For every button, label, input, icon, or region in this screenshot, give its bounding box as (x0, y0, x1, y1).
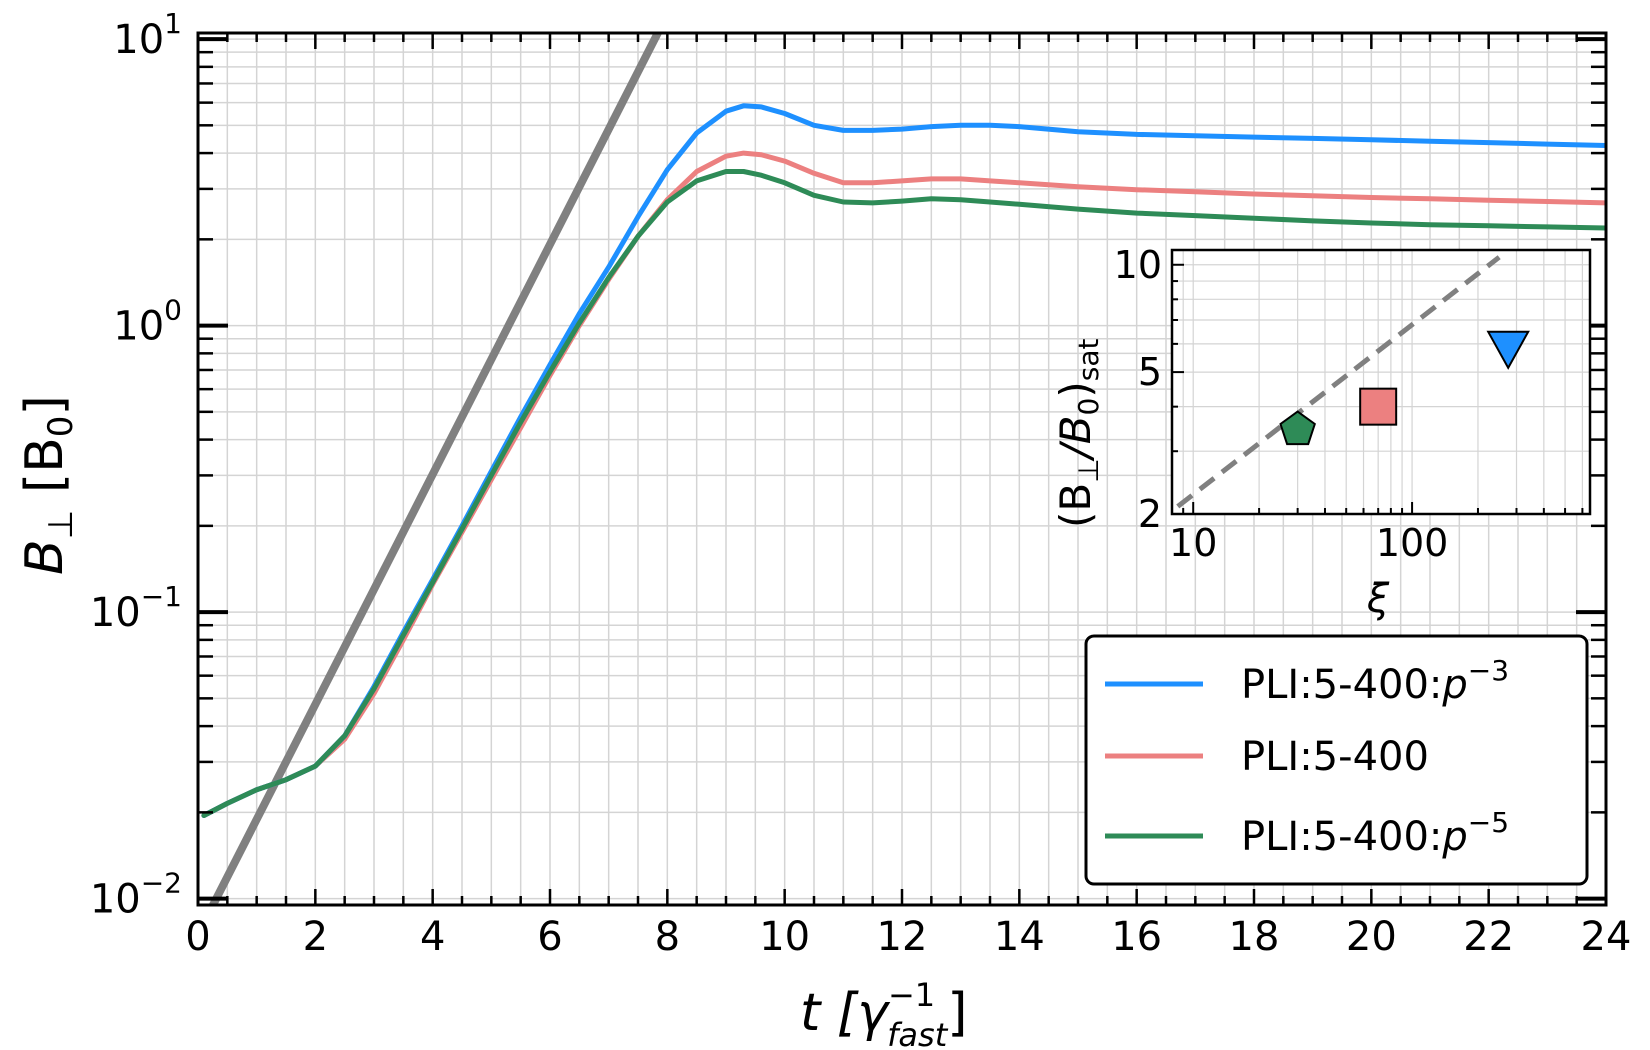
main-x-tick-labels: 0 2 4 6 8 10 12 14 16 18 20 22 24 (185, 914, 1631, 960)
inset-y-tick-label: 5 (1138, 350, 1162, 394)
legend-label-base: PLI:5-400 (1241, 734, 1429, 780)
main-x-tick-label: 2 (303, 914, 328, 960)
inset-y-axis-label: (B⊥/B0)sat (1051, 338, 1105, 528)
inset-plot: 10 100 2 5 10 ξ (B⊥/B0)sat (1051, 243, 1592, 622)
inset-point-square (1359, 387, 1398, 426)
inset-frame (1170, 248, 1592, 516)
main-y-axis-label: B⊥ [B0] (15, 395, 81, 575)
main-y-tick-label: 101 (113, 7, 182, 63)
inset-x-axis-label: ξ (1366, 576, 1390, 622)
main-series-line-2 (201, 169, 1606, 818)
legend-label-p3: PLI:5-400:p−3 (1241, 654, 1509, 708)
main-x-tick-label: 24 (1581, 914, 1632, 960)
legend: PLI:5-400:p−3 PLI:5-400 PLI:5-400:p−5 (1084, 634, 1589, 886)
main-x-tick-label: 8 (655, 914, 680, 960)
main-y-tick-label: 10−1 (90, 580, 182, 636)
main-x-tick-label: 20 (1346, 914, 1397, 960)
legend-entry-p3: PLI:5-400:p−3 (1105, 654, 1509, 708)
inset-x-tick-label: 10 (1169, 521, 1217, 565)
main-x-tick-label: 10 (759, 914, 810, 960)
legend-box (1084, 634, 1589, 886)
inset-y-tick-labels: 2 5 10 (1114, 243, 1162, 536)
main-x-axis-label: t [γ−1 fast] (800, 976, 968, 1050)
legend-entry-base: PLI:5-400 (1105, 734, 1429, 780)
inset-background (1172, 250, 1590, 514)
inset-x-tick-labels: 10 100 (1169, 521, 1448, 565)
main-ticks (196, 33, 1608, 905)
legend-label-p5: PLI:5-400:p−5 (1241, 806, 1509, 860)
main-x-tick-label: 0 (185, 914, 210, 960)
main-x-tick-label: 16 (1111, 914, 1162, 960)
main-x-tick-label: 12 (877, 914, 928, 960)
inset-reference-line (1176, 255, 1501, 509)
inset-y-tick-label: 2 (1138, 492, 1162, 536)
inset-point-triangle (1486, 330, 1530, 370)
main-x-tick-label: 6 (537, 914, 562, 960)
main-y-tick-labels: 10−2 10−1 100 101 (90, 7, 182, 923)
main-y-tick-label: 100 (113, 294, 182, 350)
main-y-tick-label: 10−2 (90, 867, 182, 923)
legend-entry-p5: PLI:5-400:p−5 (1105, 806, 1509, 860)
main-series-lines (201, 33, 1606, 905)
main-x-tick-label: 22 (1463, 914, 1514, 960)
main-x-tick-label: 18 (1229, 914, 1280, 960)
inset-content (1176, 255, 1530, 509)
inset-x-tick-label: 100 (1376, 521, 1449, 565)
inset-ticks (1171, 263, 1584, 515)
main-x-tick-label: 4 (420, 914, 445, 960)
main-x-tick-label: 14 (994, 914, 1045, 960)
inset-y-tick-label: 10 (1114, 243, 1162, 287)
inset-point-pentagon (1279, 410, 1316, 446)
